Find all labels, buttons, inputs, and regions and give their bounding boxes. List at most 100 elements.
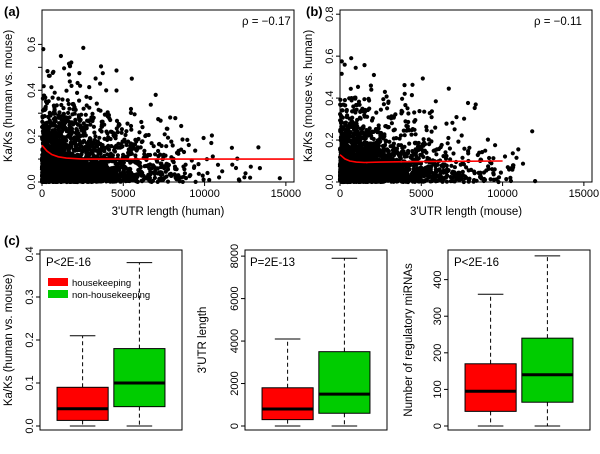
scatter-point: [137, 130, 142, 135]
scatter-point: [394, 176, 399, 181]
scatter-point: [113, 161, 118, 166]
scatter-point: [49, 85, 54, 90]
scatter-point: [73, 147, 78, 152]
scatter-point: [92, 168, 97, 173]
scatter-point: [176, 173, 181, 178]
scatter-point: [378, 107, 383, 112]
scatter-point: [48, 111, 53, 116]
scatter-point: [117, 160, 122, 165]
scatter-point: [405, 162, 410, 167]
scatter-point: [429, 115, 434, 120]
scatter-point: [370, 166, 375, 172]
scatter-point: [174, 167, 179, 172]
scatter-point: [133, 147, 138, 152]
scatter-point: [402, 91, 407, 96]
scatter-point: [140, 125, 145, 130]
scatter-point: [502, 154, 508, 159]
scatter-point: [42, 93, 47, 98]
scatter-point: [71, 101, 76, 107]
scatter-point: [77, 98, 82, 103]
scatter-point: [82, 176, 87, 181]
scatter-point: [104, 179, 109, 184]
scatter-point: [338, 150, 343, 155]
scatter-point: [351, 131, 357, 136]
scatter-point: [383, 153, 388, 158]
scatter-point: [74, 164, 79, 170]
scatter-point: [460, 169, 465, 174]
scatter-point: [248, 175, 253, 180]
scatter-point: [40, 161, 45, 166]
scatter-points-a: [39, 45, 282, 185]
scatter-point: [119, 130, 124, 135]
scatter-point: [136, 136, 141, 142]
scatter-point: [48, 119, 53, 124]
scatter-point: [152, 165, 157, 170]
scatter-point: [424, 124, 429, 129]
scatter-point: [102, 136, 107, 141]
scatter-point: [351, 179, 356, 184]
scatter-point: [359, 164, 364, 169]
scatter-point: [342, 121, 347, 126]
y-tick-label: 0.2: [26, 128, 38, 143]
scatter-point: [93, 134, 98, 139]
scatter-point: [457, 170, 462, 175]
scatter-point: [164, 174, 169, 179]
scatter-point: [102, 160, 107, 165]
scatter-point: [473, 102, 478, 107]
scatter-point: [108, 177, 113, 182]
scatter-point: [83, 126, 88, 132]
scatter-point: [436, 146, 441, 152]
scatter-point: [74, 142, 79, 147]
scatter-point: [67, 126, 72, 131]
scatter-point: [67, 79, 72, 84]
scatter-point: [185, 137, 190, 142]
scatter-point: [59, 102, 64, 108]
scatter-point: [339, 71, 344, 76]
scatter-point: [385, 106, 390, 111]
scatter-point: [429, 129, 434, 134]
scatter-point: [444, 153, 449, 159]
scatter-point: [149, 141, 154, 146]
scatter-point: [90, 118, 95, 124]
scatter-point: [386, 99, 391, 104]
scatter-point: [201, 135, 206, 141]
scatter-point: [81, 138, 87, 143]
scatter-point: [424, 168, 429, 173]
scatter-point: [62, 114, 67, 119]
scatter-point: [441, 154, 446, 159]
scatter-point: [382, 89, 387, 94]
scatter-point: [95, 162, 100, 167]
scatter-point: [78, 83, 83, 88]
scatter-point: [183, 162, 188, 167]
scatter-point: [54, 142, 59, 147]
scatter-point: [70, 151, 75, 156]
scatter-point: [475, 152, 480, 158]
scatter-point: [412, 168, 417, 173]
scatter-point: [433, 162, 438, 167]
scatter-point: [431, 148, 436, 153]
scatter-point: [403, 103, 408, 108]
scatter-point: [427, 156, 432, 161]
scatter-point: [338, 112, 343, 117]
scatter-point: [98, 142, 103, 147]
scatter-point: [52, 161, 57, 166]
scatter-point: [409, 127, 414, 133]
scatter-point: [51, 179, 56, 184]
scatter-point: [105, 131, 110, 136]
scatter-point: [182, 171, 187, 176]
scatter-point: [156, 117, 161, 122]
scatter-point: [452, 127, 457, 132]
scatter-point: [69, 141, 74, 146]
scatter-point: [413, 141, 418, 146]
scatter-point: [74, 178, 79, 183]
scatter-point: [409, 153, 414, 158]
scatter-point: [164, 126, 169, 131]
scatter-point: [108, 166, 114, 171]
scatter-point: [75, 168, 80, 173]
scatter-point: [459, 173, 464, 178]
scatter-point: [434, 152, 439, 157]
scatter-point: [347, 116, 352, 121]
scatter-point: [351, 147, 356, 152]
scatter-point: [466, 151, 471, 156]
scatter-point: [338, 97, 343, 102]
